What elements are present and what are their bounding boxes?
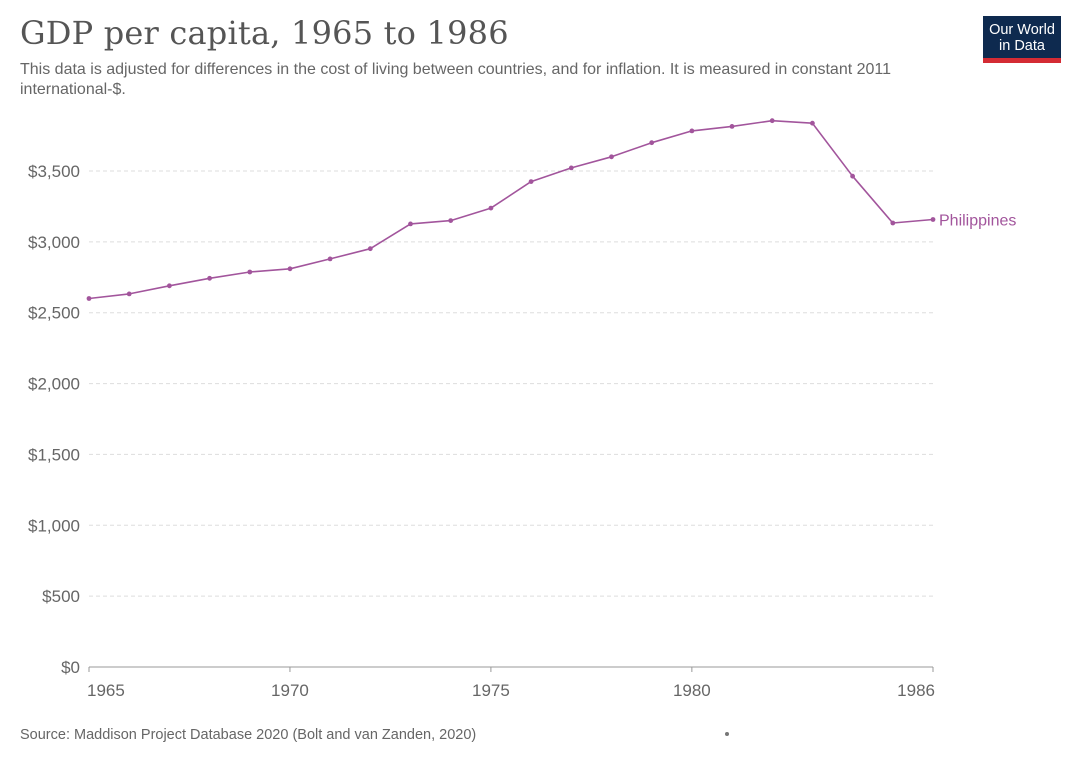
- y-tick-label: $3,000: [28, 233, 80, 252]
- data-point: [207, 275, 213, 281]
- data-point: [448, 218, 454, 224]
- small-dot-icon: [725, 732, 729, 736]
- x-tick-label: 1980: [673, 681, 711, 700]
- x-tick-label: 1986: [897, 681, 935, 700]
- data-point: [528, 179, 534, 185]
- data-point: [126, 291, 132, 297]
- data-point: [408, 221, 413, 227]
- source-note: Source: Maddison Project Database 2020 (…: [20, 727, 477, 743]
- data-point: [568, 165, 574, 171]
- series-lines: [88, 119, 934, 300]
- chart-title: GDP per capita, 1965 to 1986: [20, 14, 509, 52]
- data-point: [488, 205, 494, 211]
- data-point: [810, 120, 815, 126]
- data-point: [327, 256, 333, 262]
- series-label-philippines: Philippines: [939, 212, 1016, 229]
- data-point: [890, 220, 896, 226]
- grid-lines: [89, 170, 933, 597]
- logo-line-1: Our World: [989, 22, 1055, 38]
- y-tick-label: $2,500: [28, 304, 80, 323]
- data-point: [287, 266, 293, 272]
- data-point: [609, 154, 614, 160]
- data-point: [649, 140, 655, 146]
- series-line-philippines: [88, 119, 934, 300]
- data-point: [769, 118, 775, 124]
- x-tick-label: 1970: [271, 681, 309, 700]
- data-point: [930, 217, 936, 222]
- x-tick-label: 1965: [87, 681, 125, 700]
- x-axis: 1965 1970 1975 1980 1986: [87, 666, 935, 700]
- data-points: [86, 118, 936, 301]
- series-labels: Philippines: [939, 212, 1016, 229]
- owid-logo[interactable]: Our World in Data: [983, 16, 1061, 63]
- data-point: [247, 269, 253, 275]
- data-point: [729, 124, 735, 129]
- y-tick-label: $1,000: [28, 516, 80, 535]
- data-point: [86, 296, 92, 301]
- data-point: [689, 128, 695, 134]
- x-tick-label: 1975: [472, 681, 510, 700]
- y-tick-label: $500: [42, 587, 80, 606]
- data-point: [367, 246, 373, 252]
- data-point: [167, 283, 172, 289]
- y-tick-label: $2,000: [28, 375, 80, 394]
- y-tick-label: $0: [61, 658, 80, 677]
- y-tick-label: $3,500: [28, 162, 80, 181]
- logo-line-2: in Data: [999, 38, 1045, 54]
- y-axis-ticks: $0 $500 $1,000 $1,500 $2,000 $2,500 $3,000 $3,5…: [28, 162, 80, 677]
- chart-subtitle: This data is adjusted for differences in…: [20, 61, 892, 98]
- data-point: [850, 173, 855, 179]
- y-tick-label: $1,500: [28, 445, 80, 464]
